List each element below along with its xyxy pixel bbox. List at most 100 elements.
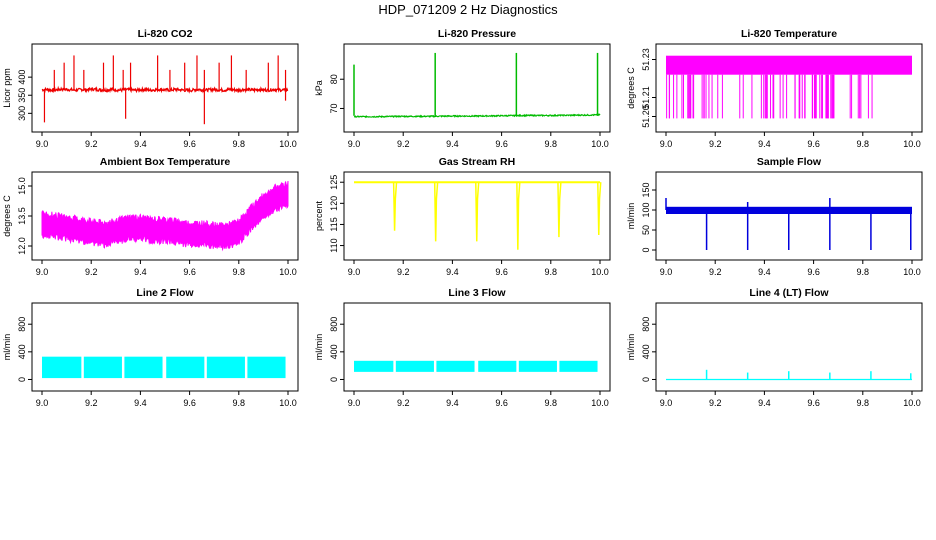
series-band [41, 180, 289, 252]
panel-co2: Li-820 CO2 Licor ppm 9.0 9.2 9.4 9.6 9.8 10.0 30… [2, 28, 299, 149]
y-tick-label: 51.20 [641, 105, 651, 128]
y-tick-label: 80 [329, 74, 339, 84]
x-tick-label: 10.0 [591, 139, 609, 149]
x-tick-label: 10.0 [279, 267, 297, 277]
x-tick-label: 9.0 [36, 398, 49, 408]
series-band [395, 360, 434, 372]
series-band [478, 360, 517, 372]
panel-sample_flow: Sample Flow ml/min 9.0 9.2 9.4 9.6 9.8 10.0 0 50 1… [626, 156, 923, 277]
x-tick-label: 9.8 [233, 139, 246, 149]
series-band [436, 360, 475, 372]
x-tick-label: 10.0 [903, 267, 921, 277]
x-tick-label: 9.4 [446, 267, 459, 277]
y-tick-label: 51.21 [641, 86, 651, 109]
y-tick-label: 0 [329, 377, 339, 382]
y-tick-label: 0 [641, 377, 651, 382]
x-tick-label: 9.4 [758, 267, 771, 277]
series-band [42, 356, 82, 379]
y-axis-label: kPa [314, 80, 324, 96]
series-dip [392, 182, 398, 231]
plot-frame [655, 171, 923, 261]
x-tick-label: 9.6 [495, 398, 508, 408]
y-tick-label: 0 [17, 377, 27, 382]
series-band [559, 360, 598, 372]
x-tick-label: 9.8 [233, 398, 246, 408]
plot-title: Li-820 Pressure [438, 28, 516, 40]
y-axis-label: degrees C [2, 195, 12, 237]
x-tick-label: 9.4 [446, 139, 459, 149]
plot-title: Sample Flow [757, 156, 822, 168]
x-tick-label: 9.6 [183, 267, 196, 277]
x-tick-label: 9.4 [758, 139, 771, 149]
x-tick-label: 9.8 [857, 267, 870, 277]
x-tick-label: 10.0 [279, 139, 297, 149]
plot-title: Li-820 CO2 [138, 28, 193, 40]
panel-licor_temp: Li-820 Temperature degrees C 9.0 9.2 9.4 9.6 9… [626, 28, 923, 149]
x-tick-label: 9.0 [660, 139, 673, 149]
x-tick-label: 9.8 [233, 267, 246, 277]
x-tick-label: 9.2 [709, 267, 722, 277]
x-tick-label: 9.2 [85, 139, 98, 149]
plot-frame [31, 43, 299, 133]
panel-line4: Line 4 (LT) Flow ml/min 9.0 9.2 9.4 9.6 9.8 10.… [626, 287, 923, 408]
y-tick-label: 120 [329, 196, 339, 211]
y-axis-label: ml/min [626, 203, 636, 230]
x-tick-label: 9.6 [807, 398, 820, 408]
x-tick-label: 9.4 [446, 398, 459, 408]
series-line [41, 85, 289, 94]
x-tick-label: 9.8 [545, 267, 558, 277]
y-tick-label: 13.5 [17, 207, 27, 225]
x-tick-label: 9.0 [348, 398, 361, 408]
x-tick-label: 10.0 [591, 267, 609, 277]
x-tick-label: 9.4 [134, 139, 147, 149]
x-tick-label: 10.0 [903, 398, 921, 408]
x-tick-label: 9.4 [134, 398, 147, 408]
series-band [666, 206, 912, 214]
series-band [166, 356, 205, 379]
x-tick-label: 9.2 [397, 139, 410, 149]
panel-box_temp: Ambient Box Temperature degrees C 9.0 9.2 9.… [2, 156, 299, 277]
x-tick-label: 9.2 [709, 139, 722, 149]
y-tick-label: 51.23 [641, 48, 651, 71]
x-tick-label: 9.8 [857, 398, 870, 408]
plot-title: Line 3 Flow [448, 287, 506, 299]
plot-title: Li-820 Temperature [741, 28, 837, 40]
x-tick-label: 9.6 [183, 398, 196, 408]
series-band [206, 356, 245, 379]
x-tick-label: 9.6 [495, 139, 508, 149]
series-band [124, 356, 163, 379]
y-tick-label: 400 [641, 344, 651, 359]
x-tick-label: 9.4 [134, 267, 147, 277]
x-tick-label: 9.2 [397, 398, 410, 408]
x-tick-label: 9.0 [660, 267, 673, 277]
y-tick-label: 400 [329, 344, 339, 359]
y-axis-label: ml/min [2, 334, 12, 361]
y-tick-label: 400 [17, 344, 27, 359]
series-dip [516, 182, 521, 250]
y-axis-label: percent [314, 200, 324, 231]
series-band [83, 356, 122, 379]
series-band [518, 360, 557, 372]
y-axis-label: Licor ppm [2, 68, 12, 108]
series-dip [433, 182, 439, 242]
plot-frame [655, 43, 923, 133]
series-dip [475, 182, 480, 242]
y-tick-label: 70 [329, 103, 339, 113]
y-tick-label: 0 [641, 247, 651, 252]
plot-frame [343, 302, 611, 392]
x-tick-label: 9.2 [85, 398, 98, 408]
x-tick-label: 9.8 [545, 139, 558, 149]
y-tick-label: 400 [17, 70, 27, 85]
x-tick-label: 9.0 [36, 139, 49, 149]
y-tick-label: 125 [329, 175, 339, 190]
x-tick-label: 9.0 [348, 267, 361, 277]
plot-frame [343, 43, 611, 133]
panel-rh: Gas Stream RH percent 9.0 9.2 9.4 9.6 9.8 10.0 1… [314, 156, 611, 277]
x-tick-label: 9.6 [807, 139, 820, 149]
y-axis-label: ml/min [314, 334, 324, 361]
panel-pressure: Li-820 Pressure kPa 9.0 9.2 9.4 9.6 9.8 10.0 70 8… [314, 28, 611, 149]
y-tick-label: 12.0 [17, 237, 27, 255]
x-tick-label: 9.6 [807, 267, 820, 277]
series-dip [557, 182, 562, 238]
